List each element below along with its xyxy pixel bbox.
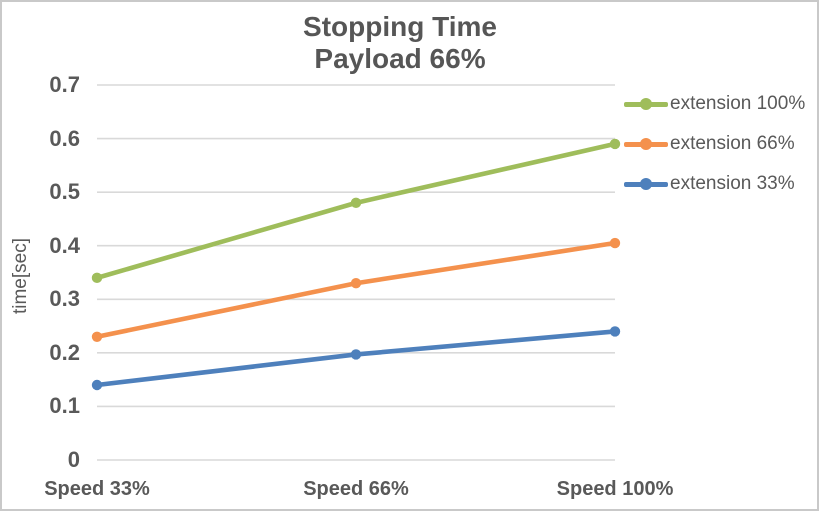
legend-dot-icon xyxy=(640,98,652,110)
legend: extension 100% extension 66% extension 33% xyxy=(624,90,805,210)
legend-label: extension 100% xyxy=(670,93,806,114)
data-point-marker xyxy=(609,237,621,249)
data-point-marker xyxy=(91,331,103,342)
legend-line-marker-icon xyxy=(624,98,668,110)
data-point-marker xyxy=(609,138,621,150)
x-category-label: Speed 33% xyxy=(44,478,150,500)
data-point-marker xyxy=(350,278,362,289)
legend-dot-icon xyxy=(640,138,652,150)
y-axis-title: time[sec] xyxy=(10,237,31,315)
data-point-marker xyxy=(91,379,103,391)
y-tick-label: 0 xyxy=(67,447,80,472)
chart-title: Stopping Time xyxy=(303,11,497,42)
legend-line-marker-icon xyxy=(624,178,668,190)
y-tick-label: 0.2 xyxy=(49,339,80,365)
legend-label: extension 33% xyxy=(670,173,795,194)
gridlines xyxy=(97,84,615,461)
chart-subtitle: Payload 66% xyxy=(314,43,486,74)
x-category-label: Speed 100% xyxy=(556,478,674,500)
legend-item: extension 66% xyxy=(624,130,805,158)
data-point-marker xyxy=(91,272,103,284)
data-point-marker xyxy=(609,326,621,337)
y-tick-label: 0.7 xyxy=(49,72,80,97)
y-tick-label: 0.1 xyxy=(49,393,80,419)
y-tick-label: 0.3 xyxy=(49,286,80,312)
legend-item: extension 33% xyxy=(624,170,805,198)
data-point-marker xyxy=(350,349,362,360)
y-tick-label: 0.4 xyxy=(49,232,80,258)
x-category-label: Speed 66% xyxy=(303,478,409,500)
series-line xyxy=(94,141,618,281)
chart-title-block: Stopping Time Payload 66% xyxy=(2,11,798,75)
y-tick-label: 0.5 xyxy=(49,179,80,205)
legend-label: extension 66% xyxy=(670,133,795,154)
series-lines xyxy=(91,138,621,391)
legend-item: extension 100% xyxy=(624,90,805,118)
legend-dot-icon xyxy=(640,178,652,190)
y-tick-label: 0.6 xyxy=(49,125,80,151)
data-point-marker xyxy=(350,197,362,209)
legend-line-marker-icon xyxy=(624,138,668,150)
